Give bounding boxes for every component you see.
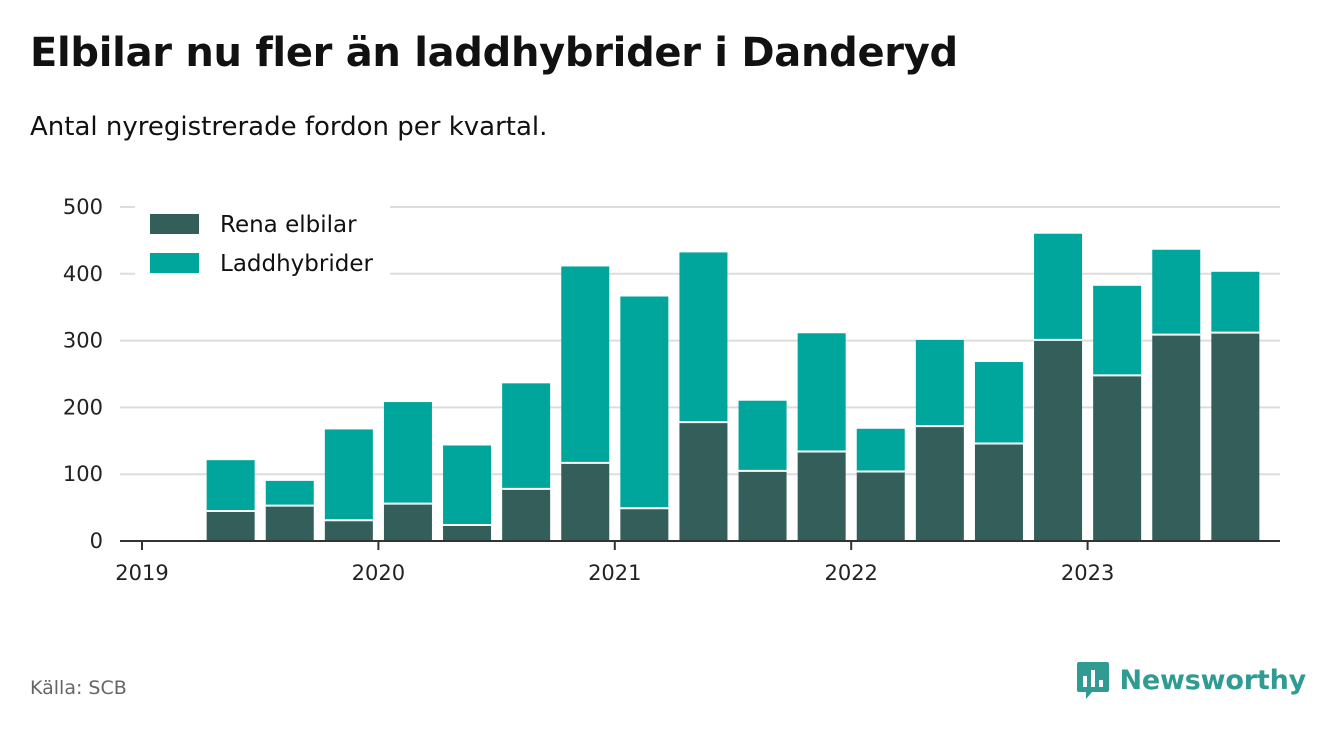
bar-rena-elbilar (620, 508, 669, 541)
chart-subtitle: Antal nyregistrerade fordon per kvartal. (30, 112, 548, 142)
x-tick-label: 2021 (588, 561, 641, 585)
bar-rena-elbilar (383, 503, 432, 541)
bar-rena-elbilar (502, 488, 551, 541)
bar-laddhybrider (502, 383, 551, 489)
bar-laddhybrider (1152, 249, 1201, 335)
y-tick-label: 100 (63, 462, 103, 486)
bar-chart-speech-bubble-icon (1076, 662, 1109, 699)
y-tick-label: 400 (63, 262, 103, 286)
bar-laddhybrider (915, 339, 964, 427)
bar-rena-elbilar (1093, 375, 1142, 541)
legend-swatch (150, 253, 199, 273)
brand-logo: Newsworthy (1076, 660, 1306, 700)
bar-rena-elbilar (679, 422, 728, 541)
x-tick-label: 2022 (824, 561, 877, 585)
bar-rena-elbilar (1152, 334, 1201, 541)
source-note: Källa: SCB (30, 677, 127, 699)
bar-rena-elbilar (1211, 332, 1260, 541)
bar-laddhybrider (324, 429, 373, 521)
bar-laddhybrider (974, 361, 1023, 444)
brand-name: Newsworthy (1119, 664, 1307, 696)
bar-laddhybrider (856, 428, 905, 472)
bar-rena-elbilar (324, 520, 373, 541)
bar-laddhybrider (1034, 233, 1083, 340)
legend-label: Rena elbilar (220, 212, 357, 238)
bar-laddhybrider (797, 333, 846, 452)
bar-laddhybrider (443, 445, 492, 525)
bar-laddhybrider (265, 480, 314, 506)
bar-rena-elbilar (974, 443, 1023, 541)
bar-rena-elbilar (443, 524, 492, 541)
bar-laddhybrider (383, 402, 432, 504)
x-tick-label: 2020 (352, 561, 405, 585)
legend-label: Laddhybrider (220, 251, 373, 277)
stacked-bar-chart: 0 100 200 300 400 500 2019 2020 2021 2022 2023 Rena… (63, 195, 1280, 585)
x-tick-label: 2023 (1061, 561, 1114, 585)
bar-laddhybrider (1093, 285, 1142, 376)
bar-rena-elbilar (797, 451, 846, 541)
bar-laddhybrider (561, 266, 610, 463)
bar-laddhybrider (206, 460, 255, 511)
bar-laddhybrider (620, 296, 669, 509)
bar-laddhybrider (1211, 271, 1260, 333)
bar-laddhybrider (679, 252, 728, 423)
y-tick-label: 500 (63, 195, 103, 219)
bar-rena-elbilar (856, 471, 905, 541)
x-tick-label: 2019 (115, 561, 168, 585)
y-tick-label: 0 (90, 529, 103, 553)
bar-rena-elbilar (561, 462, 610, 541)
bar-rena-elbilar (265, 505, 314, 541)
bar-rena-elbilar (915, 426, 964, 541)
bar-rena-elbilar (1034, 339, 1083, 541)
chart-title: Elbilar nu fler än laddhybrider i Dander… (30, 30, 958, 76)
y-tick-label: 300 (63, 329, 103, 353)
y-tick-label: 200 (63, 395, 103, 419)
bar-laddhybrider (738, 400, 787, 471)
bar-rena-elbilar (738, 470, 787, 541)
bar-rena-elbilar (206, 510, 255, 541)
legend-swatch (150, 214, 199, 234)
